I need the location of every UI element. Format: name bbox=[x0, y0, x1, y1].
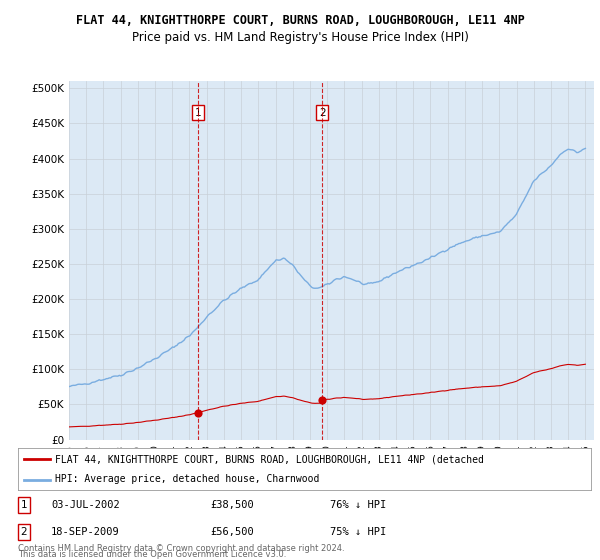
Text: £56,500: £56,500 bbox=[210, 527, 254, 537]
Text: FLAT 44, KNIGHTTHORPE COURT, BURNS ROAD, LOUGHBOROUGH, LE11 4NP (detached: FLAT 44, KNIGHTTHORPE COURT, BURNS ROAD,… bbox=[55, 454, 484, 464]
Text: 76% ↓ HPI: 76% ↓ HPI bbox=[330, 500, 386, 510]
Text: 1: 1 bbox=[20, 500, 28, 510]
Point bbox=[317, 395, 327, 404]
Text: Price paid vs. HM Land Registry's House Price Index (HPI): Price paid vs. HM Land Registry's House … bbox=[131, 31, 469, 44]
Bar bbox=[198, 81, 322, 440]
Text: 75% ↓ HPI: 75% ↓ HPI bbox=[330, 527, 386, 537]
Text: This data is licensed under the Open Government Licence v3.0.: This data is licensed under the Open Gov… bbox=[18, 550, 286, 559]
Text: HPI: Average price, detached house, Charnwood: HPI: Average price, detached house, Char… bbox=[55, 474, 320, 484]
Text: 2: 2 bbox=[319, 108, 326, 118]
Text: FLAT 44, KNIGHTTHORPE COURT, BURNS ROAD, LOUGHBOROUGH, LE11 4NP: FLAT 44, KNIGHTTHORPE COURT, BURNS ROAD,… bbox=[76, 14, 524, 27]
Text: 03-JUL-2002: 03-JUL-2002 bbox=[51, 500, 120, 510]
Text: Contains HM Land Registry data © Crown copyright and database right 2024.: Contains HM Land Registry data © Crown c… bbox=[18, 544, 344, 553]
Text: £38,500: £38,500 bbox=[210, 500, 254, 510]
Text: 2: 2 bbox=[20, 527, 28, 537]
Text: 1: 1 bbox=[195, 108, 202, 118]
Point bbox=[193, 408, 203, 417]
Text: 18-SEP-2009: 18-SEP-2009 bbox=[51, 527, 120, 537]
